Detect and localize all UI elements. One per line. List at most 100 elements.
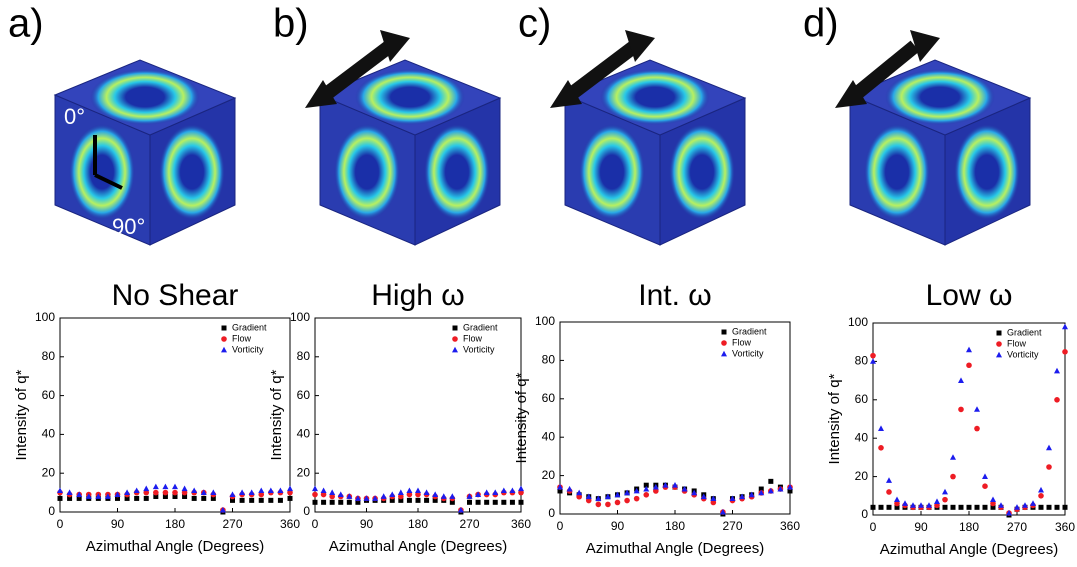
x-tick-label: 360 bbox=[1055, 520, 1075, 534]
legend-label: Gradient bbox=[463, 322, 498, 332]
data-point bbox=[974, 425, 980, 432]
data-point bbox=[153, 493, 159, 499]
axis-arrow bbox=[94, 173, 123, 190]
data-point bbox=[329, 489, 336, 495]
data-point bbox=[230, 497, 235, 503]
data-point bbox=[950, 504, 956, 510]
data-point bbox=[918, 502, 924, 508]
data-point bbox=[104, 493, 111, 499]
x-tick-label: 270 bbox=[459, 517, 479, 531]
legend-label: Flow bbox=[463, 333, 483, 343]
data-point bbox=[1054, 397, 1060, 403]
data-point bbox=[624, 497, 630, 504]
data-point bbox=[870, 358, 876, 364]
y-tick-label: 60 bbox=[297, 388, 311, 402]
arrow-head bbox=[835, 80, 867, 108]
data-point bbox=[67, 495, 73, 501]
x-tick-label: 90 bbox=[111, 517, 125, 531]
x-tick-label: 360 bbox=[280, 517, 300, 531]
y-tick-label: 0 bbox=[303, 504, 310, 518]
data-point bbox=[249, 497, 255, 503]
legend-label: Gradient bbox=[1007, 327, 1042, 337]
data-point bbox=[787, 483, 793, 490]
data-point bbox=[210, 495, 216, 501]
data-point bbox=[181, 485, 188, 492]
data-point bbox=[277, 497, 283, 503]
data-point bbox=[181, 489, 188, 496]
legend-marker bbox=[452, 325, 458, 331]
y-tick-label: 20 bbox=[297, 465, 311, 479]
data-point bbox=[398, 497, 404, 503]
data-point bbox=[886, 477, 892, 483]
data-point bbox=[974, 504, 980, 510]
y-axis-label: Intensity of q* bbox=[513, 372, 530, 463]
data-point bbox=[982, 504, 988, 510]
y-tick-label: 80 bbox=[42, 349, 56, 363]
arrow-head bbox=[305, 80, 337, 108]
data-point bbox=[406, 487, 413, 494]
data-point bbox=[894, 504, 900, 510]
data-point bbox=[886, 504, 892, 510]
data-point bbox=[700, 493, 707, 500]
data-point bbox=[501, 499, 507, 505]
data-point bbox=[389, 491, 396, 497]
data-point bbox=[258, 497, 264, 503]
arrow-head bbox=[910, 30, 940, 62]
data-point bbox=[748, 491, 755, 498]
data-point bbox=[982, 483, 988, 490]
x-tick-label: 360 bbox=[511, 517, 531, 531]
data-point bbox=[277, 487, 284, 494]
data-point bbox=[258, 491, 265, 498]
data-point bbox=[312, 499, 318, 505]
data-point bbox=[432, 491, 439, 497]
arrow-head bbox=[550, 80, 582, 108]
data-point bbox=[633, 495, 640, 502]
data-point bbox=[787, 488, 793, 494]
data-point bbox=[449, 493, 456, 499]
data-point bbox=[483, 489, 490, 495]
data-point bbox=[902, 500, 908, 506]
data-point bbox=[710, 495, 717, 502]
data-point bbox=[321, 499, 327, 505]
data-point bbox=[133, 487, 140, 494]
data-point bbox=[1022, 502, 1028, 508]
data-point bbox=[518, 485, 524, 492]
legend-marker bbox=[452, 346, 458, 353]
x-tick-label: 180 bbox=[165, 517, 185, 531]
data-point bbox=[691, 489, 698, 496]
data-point bbox=[210, 489, 217, 495]
data-point bbox=[710, 499, 717, 506]
y-tick-label: 0 bbox=[861, 507, 868, 521]
legend-label: Vorticity bbox=[463, 344, 495, 354]
data-point bbox=[894, 496, 900, 503]
data-point bbox=[475, 491, 482, 497]
data-point bbox=[440, 493, 447, 499]
x-tick-label: 180 bbox=[665, 519, 685, 533]
data-point bbox=[239, 489, 246, 495]
data-point bbox=[1038, 493, 1044, 499]
data-point bbox=[182, 493, 188, 499]
y-tick-label: 0 bbox=[548, 506, 555, 520]
data-point bbox=[337, 491, 344, 497]
data-point bbox=[966, 504, 972, 510]
x-tick-label: 0 bbox=[557, 519, 564, 533]
scatter-ring bbox=[669, 124, 735, 220]
data-point bbox=[85, 493, 92, 499]
data-point bbox=[449, 499, 455, 505]
data-point bbox=[998, 502, 1004, 508]
y-tick-label: 80 bbox=[855, 354, 869, 368]
data-point bbox=[329, 499, 335, 505]
x-axis-label: Azimuthal Angle (Degrees) bbox=[86, 538, 264, 555]
data-point bbox=[380, 493, 387, 499]
data-point bbox=[268, 497, 274, 503]
data-point bbox=[886, 489, 892, 495]
data-point bbox=[312, 491, 318, 498]
data-point bbox=[406, 491, 413, 498]
data-point bbox=[605, 501, 611, 508]
data-point bbox=[768, 478, 774, 484]
panel-label: c) bbox=[518, 2, 551, 46]
y-tick-label: 100 bbox=[35, 310, 55, 324]
data-point bbox=[910, 502, 916, 508]
data-point bbox=[1062, 504, 1068, 510]
